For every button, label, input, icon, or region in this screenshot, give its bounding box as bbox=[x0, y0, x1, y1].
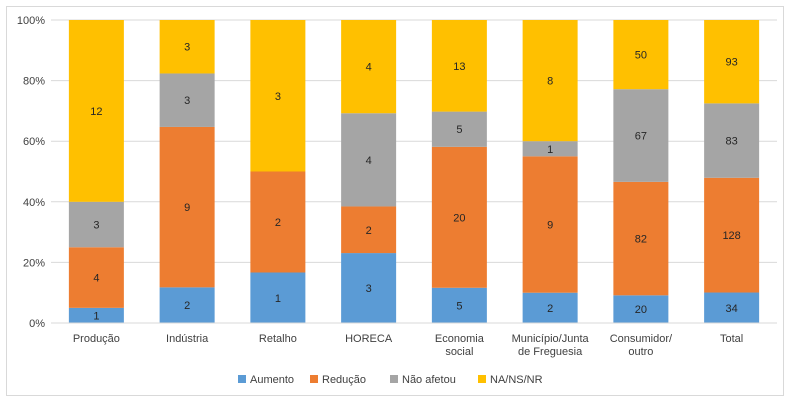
data-label: 1 bbox=[275, 293, 281, 305]
data-label: 3 bbox=[184, 42, 190, 54]
y-tick-label: 80% bbox=[23, 76, 45, 88]
y-tick-label: 100% bbox=[17, 15, 45, 27]
x-tick-label: Economia social bbox=[435, 333, 485, 358]
legend-swatch bbox=[478, 375, 486, 383]
data-label: 82 bbox=[635, 234, 647, 246]
x-tick-label: Município/Junta de Freguesia bbox=[512, 333, 590, 358]
x-tick-label: Indústria bbox=[166, 333, 209, 345]
legend-label: NA/NS/NR bbox=[490, 374, 543, 386]
data-label: 67 bbox=[635, 131, 647, 143]
data-label: 3 bbox=[366, 283, 372, 295]
x-tick-label: Retalho bbox=[259, 333, 297, 345]
data-label: 12 bbox=[90, 106, 102, 118]
y-tick-label: 60% bbox=[23, 136, 45, 148]
data-label: 50 bbox=[635, 50, 647, 62]
data-label: 9 bbox=[184, 202, 190, 214]
data-label: 2 bbox=[547, 303, 553, 315]
data-label: 2 bbox=[275, 217, 281, 229]
y-tick-label: 0% bbox=[29, 318, 45, 330]
x-tick-label: Produção bbox=[73, 333, 120, 345]
legend-label: Redução bbox=[322, 374, 366, 386]
data-label: 13 bbox=[453, 61, 465, 73]
data-label: 2 bbox=[366, 225, 372, 237]
legend-label: Não afetou bbox=[402, 374, 456, 386]
x-tick-label: HORECA bbox=[345, 333, 393, 345]
data-label: 1 bbox=[93, 310, 99, 322]
legend-swatch bbox=[390, 375, 398, 383]
data-label: 3 bbox=[275, 91, 281, 103]
data-label: 8 bbox=[547, 76, 553, 88]
x-tick-label: Total bbox=[720, 333, 743, 345]
data-label: 93 bbox=[726, 57, 738, 69]
y-tick-label: 40% bbox=[23, 197, 45, 209]
data-label: 4 bbox=[366, 62, 372, 74]
data-label: 34 bbox=[726, 303, 738, 315]
data-label: 3 bbox=[93, 220, 99, 232]
data-label: 83 bbox=[726, 136, 738, 148]
legend-swatch bbox=[238, 375, 246, 383]
data-label: 4 bbox=[93, 273, 99, 285]
chart-frame: 0% 20% 40% 60% 80% 100% 1 4 3 12 Produção 2 9 3 3 Indús… bbox=[6, 6, 784, 396]
legend-label: Aumento bbox=[250, 374, 294, 386]
x-tick-label: Consumidor/outro bbox=[610, 333, 673, 358]
data-label: 9 bbox=[547, 220, 553, 232]
data-label: 3 bbox=[184, 95, 190, 107]
data-label: 2 bbox=[184, 300, 190, 312]
data-label: 5 bbox=[456, 124, 462, 136]
data-label: 20 bbox=[453, 212, 465, 224]
data-label: 20 bbox=[635, 304, 647, 316]
data-label: 4 bbox=[366, 155, 372, 167]
data-label: 5 bbox=[456, 300, 462, 312]
data-label: 1 bbox=[547, 144, 553, 156]
y-tick-label: 20% bbox=[23, 257, 45, 269]
stacked-bar-chart: 0%20%40%60%80%100%14312Produção2933Indús… bbox=[7, 7, 783, 395]
legend-swatch bbox=[310, 375, 318, 383]
data-label: 128 bbox=[722, 230, 740, 242]
